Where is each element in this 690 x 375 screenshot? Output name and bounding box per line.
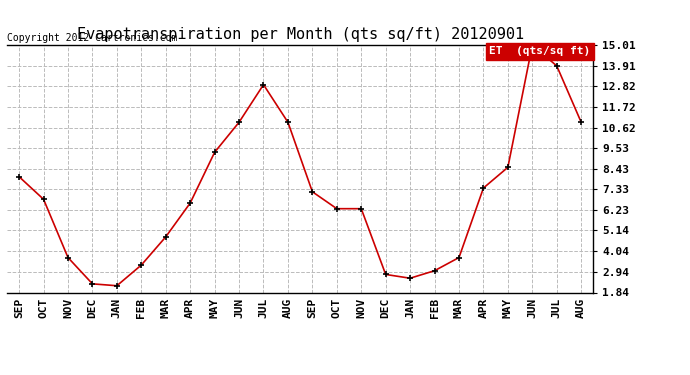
Text: ET  (qts/sq ft): ET (qts/sq ft) [489,46,591,56]
Text: Copyright 2012 Cartronics.com: Copyright 2012 Cartronics.com [7,33,177,42]
Title: Evapotranspiration per Month (qts sq/ft) 20120901: Evapotranspiration per Month (qts sq/ft)… [77,27,524,42]
